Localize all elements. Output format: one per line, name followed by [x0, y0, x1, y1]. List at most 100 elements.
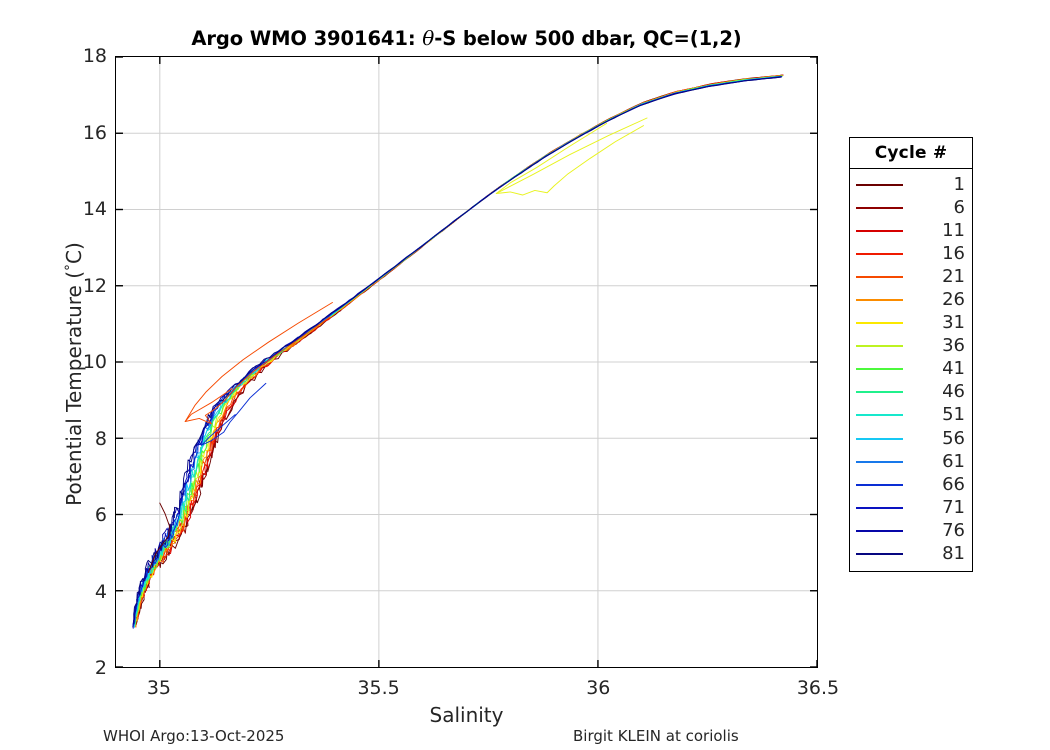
data-series-line [132, 76, 782, 625]
title-theta-symbol: θ [422, 26, 435, 50]
legend-color-swatch [856, 183, 903, 186]
x-axis-title: Salinity [429, 703, 504, 727]
outlier-yellow-branch [495, 117, 648, 194]
legend-color-swatch [856, 299, 903, 302]
gridlines [116, 57, 817, 667]
legend-item-label: 66 [942, 473, 965, 495]
axis-ticks [116, 57, 817, 667]
legend-item[interactable]: 11 [850, 219, 972, 242]
legend-item-label: 1 [953, 173, 965, 195]
legend-item-label: 81 [942, 543, 965, 565]
legend-color-swatch [856, 391, 903, 394]
outlier-orange-spike [184, 316, 331, 425]
legend-item-label: 51 [942, 404, 965, 426]
title-prefix: Argo WMO 3901641: [191, 27, 423, 50]
legend-item-label: 71 [942, 496, 965, 518]
data-series-line [132, 76, 782, 628]
legend-item[interactable]: 36 [850, 335, 972, 358]
legend-item[interactable]: 31 [850, 312, 972, 335]
legend-item-label: 56 [942, 427, 965, 449]
y-tick-label: 2 [94, 657, 107, 679]
legend-color-swatch [856, 483, 903, 486]
y-tick-label: 4 [94, 580, 107, 603]
legend-item-label: 61 [942, 450, 965, 472]
degree-icon: ° [63, 263, 79, 271]
page-title: Argo WMO 3901641: θ-S below 500 dbar, QC… [115, 26, 818, 50]
legend-item[interactable]: 56 [850, 427, 972, 450]
legend-item-label: 16 [942, 242, 965, 264]
legend-item[interactable]: 6 [850, 196, 972, 219]
legend-item[interactable]: 1 [850, 173, 972, 196]
plot-area [115, 56, 818, 668]
data-series-line [134, 75, 784, 626]
legend-color-swatch [856, 553, 903, 556]
y-axis-title: Potential Temperature (°C) [62, 154, 86, 594]
data-series-line [132, 76, 782, 626]
footer-author-text: Birgit KLEIN at coriolis [573, 727, 739, 745]
legend-item-label: 31 [942, 312, 965, 334]
legend-item-label: 26 [942, 289, 965, 311]
y-tick-label: 10 [82, 351, 107, 373]
x-tick-label: 35.5 [357, 677, 400, 699]
legend-color-swatch [856, 529, 903, 532]
legend-color-swatch [856, 229, 903, 232]
legend-color-swatch [856, 414, 903, 417]
legend-item[interactable]: 71 [850, 496, 972, 519]
x-tick-label: 36.5 [796, 677, 840, 699]
footer-source-text: WHOI Argo:13-Oct-2025 [103, 727, 285, 745]
outlier-darkred-branch [147, 502, 170, 573]
legend-color-swatch [856, 275, 903, 278]
legend-color-swatch [856, 460, 903, 463]
data-series-line [135, 74, 783, 628]
legend-item-label: 76 [942, 519, 965, 541]
data-series-line [133, 75, 783, 625]
legend-color-swatch [856, 368, 903, 371]
legend-items: 1 6 11 16 21 26 31 36 41 46 51 56 61 66 71 76 81 [850, 169, 972, 571]
y-tick-label: 8 [94, 427, 107, 450]
legend-item[interactable]: 46 [850, 381, 972, 404]
legend: Cycle # 1 6 11 16 21 26 31 36 41 46 51 56 61 66 71 76 81 [849, 137, 973, 572]
legend-item[interactable]: 66 [850, 473, 972, 496]
y-axis-title-main: Potential Temperature ( [62, 270, 86, 506]
legend-item[interactable]: 81 [850, 543, 972, 566]
y-tick-label: 18 [82, 45, 107, 67]
legend-item[interactable]: 21 [850, 265, 972, 288]
x-tick-label: 35 [146, 677, 172, 699]
legend-color-swatch [856, 345, 903, 348]
legend-item-label: 21 [942, 265, 965, 287]
legend-item-label: 46 [942, 381, 965, 403]
y-axis-title-unit: C) [62, 242, 86, 264]
legend-color-swatch [856, 252, 903, 255]
outlier-blue-spike [201, 382, 267, 446]
y-tick-label: 16 [82, 121, 107, 144]
legend-item[interactable]: 61 [850, 450, 972, 473]
data-series-line [134, 75, 784, 624]
legend-item-label: 11 [942, 219, 965, 241]
data-series-line [133, 76, 782, 625]
data-series-line [133, 75, 783, 628]
data-series-line [135, 74, 784, 626]
y-tick-label: 14 [82, 198, 107, 220]
legend-color-swatch [856, 437, 903, 440]
data-series-line [133, 75, 783, 625]
data-series-line [134, 75, 783, 627]
outlier-yellow-excursion [495, 122, 644, 196]
legend-item[interactable]: 16 [850, 242, 972, 265]
y-tick-label: 6 [94, 504, 107, 526]
plot-svg [116, 57, 817, 667]
data-series-line [135, 74, 784, 625]
legend-item-label: 36 [942, 335, 965, 357]
x-tick-label: 36 [586, 677, 611, 699]
legend-color-swatch [856, 206, 903, 209]
legend-color-swatch [856, 506, 903, 509]
legend-item[interactable]: 26 [850, 288, 972, 311]
title-suffix: -S below 500 dbar, QC=(1,2) [434, 27, 742, 50]
legend-item-label: 6 [953, 196, 965, 218]
legend-title: Cycle # [850, 138, 972, 169]
legend-item[interactable]: 41 [850, 358, 972, 381]
legend-item[interactable]: 76 [850, 519, 972, 542]
y-tick-label: 12 [82, 274, 107, 297]
legend-item[interactable]: 51 [850, 404, 972, 427]
data-series-line [133, 76, 783, 628]
